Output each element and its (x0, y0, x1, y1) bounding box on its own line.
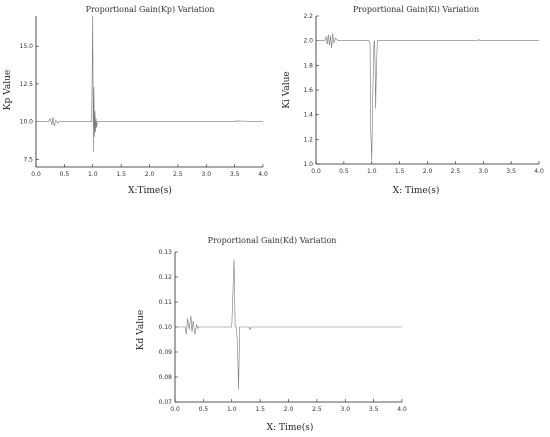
y-tick-label: 10.0 (20, 119, 34, 126)
x-tick-label: 0.0 (170, 406, 180, 413)
y-tick-label: 1.0 (303, 161, 313, 168)
x-tick-label: 3.5 (230, 171, 240, 178)
y-tick-label: 2.0 (303, 38, 313, 45)
x-tick-label: 0.5 (199, 406, 209, 413)
x-tick-label: 1.5 (395, 168, 405, 175)
chart-title: Proportional Gain(Kd) Variation (208, 236, 337, 245)
x-tick-label: 3.0 (201, 171, 211, 178)
x-tick-label: 2.0 (423, 168, 433, 175)
chart-kp: Proportional Gain(Kp) Variation Kp Value… (3, 5, 268, 196)
y-tick-label: 15.0 (20, 43, 34, 50)
x-tick-label: 1.5 (255, 406, 265, 413)
y-tick-label: 1.6 (303, 87, 313, 94)
x-tick-label: 2.0 (284, 406, 294, 413)
x-axis-label: X:Time(s) (128, 185, 172, 196)
chart-ki: Proportional Gain(Ki) Variation Ki Value… (282, 5, 544, 196)
y-tick-label: 1.2 (303, 136, 313, 143)
series-line (36, 15, 264, 152)
x-tick-label: 2.0 (145, 171, 155, 178)
x-tick-label: 4.0 (534, 168, 544, 175)
y-tick-label: 1.4 (303, 112, 313, 119)
chart-title: Proportional Gain(Kp) Variation (86, 5, 215, 14)
x-tick-label: 0.0 (31, 171, 41, 178)
y-tick-label: 0.09 (159, 349, 173, 356)
plot-area: 0.0 0.5 1.0 1.5 2.0 2.5 3.0 3.5 4.0 0.07 0.08 0.09 0… (159, 249, 407, 413)
x-tick-label: 1.0 (227, 406, 237, 413)
x-tick-label: 1.0 (88, 171, 98, 178)
x-tick-label: 1.0 (367, 168, 377, 175)
y-axis-label: Kd Value (136, 310, 146, 350)
y-tick-label: 0.07 (159, 399, 173, 406)
y-tick-label: 0.12 (159, 274, 173, 281)
y-tick-label: 0.13 (159, 249, 173, 256)
x-axis-label: X: Time(s) (267, 422, 314, 433)
x-tick-label: 3.0 (478, 168, 488, 175)
x-tick-label: 2.5 (312, 406, 322, 413)
x-tick-label: 0.5 (60, 171, 70, 178)
y-tick-label: 2.2 (303, 13, 313, 20)
y-tick-label: 0.10 (159, 324, 173, 331)
x-tick-label: 1.5 (116, 171, 126, 178)
x-tick-label: 0.0 (311, 168, 321, 175)
x-tick-label: 3.5 (506, 168, 516, 175)
y-tick-label: 7.5 (23, 156, 33, 163)
x-tick-label: 3.0 (340, 406, 350, 413)
x-axis-label: X: Time(s) (393, 185, 440, 196)
x-tick-label: 0.5 (339, 168, 349, 175)
y-axis-label: Kp Value (3, 70, 13, 110)
series-line (316, 33, 539, 161)
y-tick-label: 12.5 (20, 81, 34, 88)
plot-area: 0.0 0.5 1.0 1.5 2.0 2.5 3.0 3.5 4.0 1.0 1.2 1.4 1.6 1… (303, 13, 543, 175)
x-tick-label: 4.0 (258, 171, 268, 178)
series-line (175, 259, 402, 390)
x-tick-label: 2.5 (451, 168, 461, 175)
y-tick-label: 0.11 (159, 299, 173, 306)
x-tick-label: 2.5 (173, 171, 183, 178)
x-tick-label: 4.0 (397, 406, 407, 413)
chart-title: Proportional Gain(Ki) Variation (353, 5, 479, 14)
plot-area: 0.0 0.5 1.0 1.5 2.0 2.5 3.0 3.5 4.0 7.5 10.0 12.5 15… (20, 15, 268, 178)
chart-kd: Proportional Gain(Kd) Variation Kd Value… (136, 236, 407, 433)
y-tick-label: 0.08 (159, 374, 173, 381)
y-axis-label: Ki Value (282, 71, 292, 109)
x-tick-label: 3.5 (369, 406, 379, 413)
y-tick-label: 1.8 (303, 62, 313, 69)
